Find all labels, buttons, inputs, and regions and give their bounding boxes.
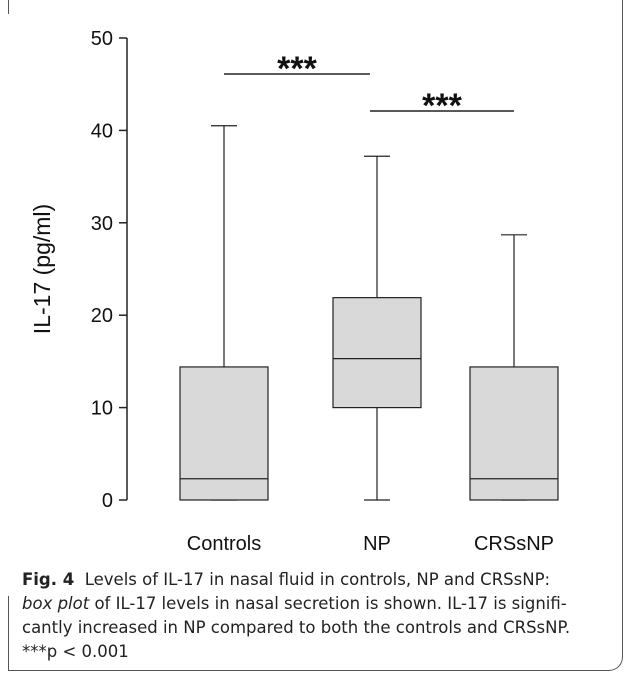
box-plot-chart: 0 10 20 30 40 50 IL-17 (pg/ml) Controls NP CRSsNP… — [29, 28, 559, 555]
caption-line-3: cantly increased in NP compared to both … — [22, 618, 571, 637]
caption-line-2: box plot of IL-17 levels in nasal secret… — [22, 592, 602, 616]
box-np — [332, 155, 422, 501]
iqr-box — [179, 366, 269, 501]
caption-line-4: ***p < 0.001 — [22, 642, 129, 661]
iqr-box — [469, 366, 559, 501]
iqr-box — [332, 297, 422, 409]
y-tick-label: 10 — [91, 398, 113, 420]
y-tick-label: 40 — [91, 120, 113, 142]
box-crssnp — [469, 234, 559, 501]
y-axis-label: IL-17 (pg/ml) — [29, 204, 55, 334]
significance-label: *** — [277, 50, 317, 88]
caption-italic-text: box plot — [22, 594, 90, 613]
significance-annotations: *** *** — [224, 50, 514, 125]
axes: 0 10 20 30 40 50 IL-17 (pg/ml) Controls NP CRSsNP — [29, 28, 554, 555]
frame-left-edge-bottom — [8, 596, 9, 670]
figure-caption: Fig. 4 Levels of IL-17 in nasal fluid in… — [22, 568, 602, 664]
y-tick-label: 30 — [91, 213, 113, 235]
x-tick-label: Controls — [187, 533, 261, 555]
box-controls — [179, 125, 269, 501]
caption-line1-text: Levels of IL-17 in nasal fluid in contro… — [84, 570, 551, 589]
frame-left-edge-top — [8, 0, 9, 14]
figure-frame — [8, 0, 623, 671]
significance-label: *** — [422, 87, 462, 125]
boxes — [179, 125, 559, 501]
y-tick-label: 50 — [91, 28, 113, 50]
caption-line-1: Fig. 4 Levels of IL-17 in nasal fluid in… — [22, 568, 602, 592]
y-tick-label: 20 — [91, 305, 113, 327]
x-tick-label: CRSsNP — [474, 533, 554, 555]
x-tick-label: NP — [363, 533, 391, 555]
y-tick-label: 0 — [102, 490, 113, 512]
caption-fig-label: Fig. 4 — [22, 570, 75, 589]
caption-line2-text: of IL-17 levels in nasal secretion is sh… — [89, 594, 567, 613]
